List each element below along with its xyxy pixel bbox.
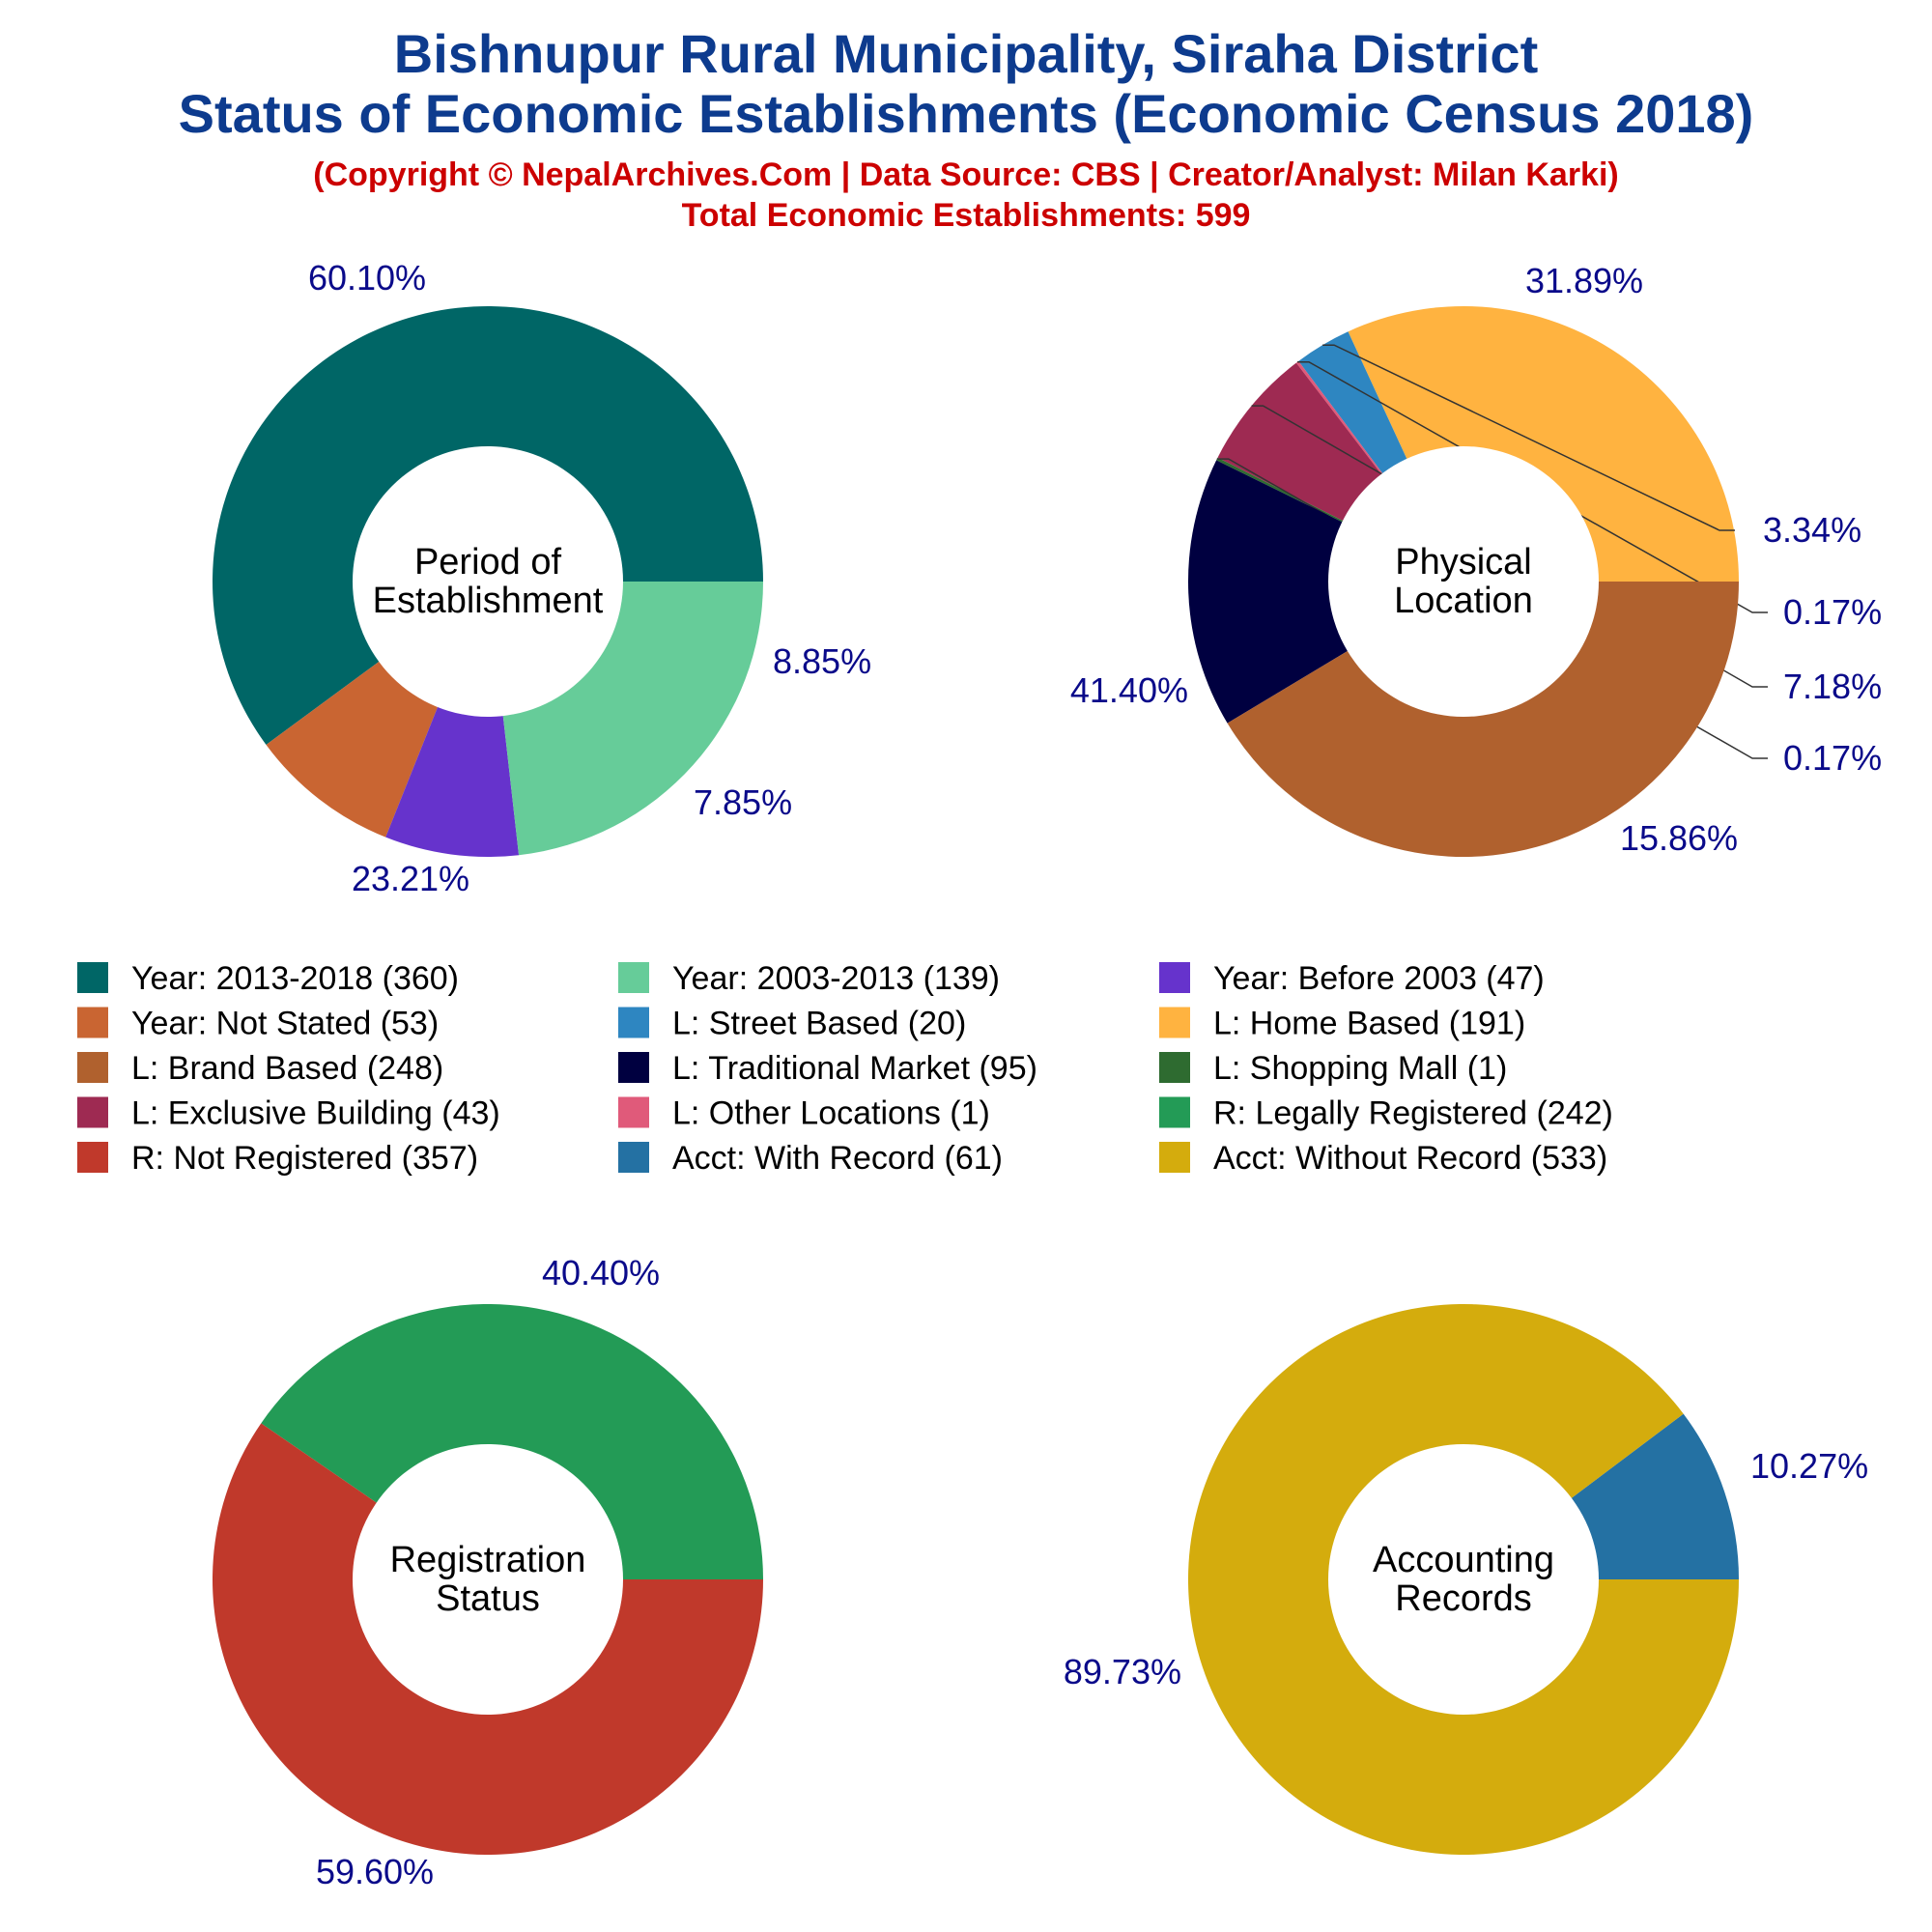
legend-label: L: Street Based (20) <box>672 1006 966 1042</box>
legend-label: L: Traditional Market (95) <box>672 1050 1037 1087</box>
legend-label: Year: Not Stated (53) <box>131 1006 439 1042</box>
percent-label: 23.21% <box>352 859 469 898</box>
legend-label: L: Other Locations (1) <box>672 1095 990 1132</box>
percent-label: 59.60% <box>316 1852 434 1891</box>
legend-item: Year: Not Stated (53) <box>77 1006 439 1042</box>
donut-chart-1: 60.10% 8.85% 7.85% 23.21% Period ofEstablish… <box>213 258 871 898</box>
percent-label: 7.85% <box>694 782 792 822</box>
center-label: Physical <box>1395 542 1532 582</box>
donut-chart-2: 31.89% 3.34% 0.17% 7.18% 0.17% 15.86% 41.40% Ph… <box>1070 261 1882 858</box>
legend-swatch <box>1159 1008 1190 1038</box>
percent-label: 10.27% <box>1750 1446 1868 1486</box>
legend-label: Acct: With Record (61) <box>672 1140 1003 1177</box>
legend-item: Acct: Without Record (533) <box>1159 1140 1607 1177</box>
legend-label: Year: 2003-2013 (139) <box>672 960 1000 997</box>
legend-swatch <box>77 1052 108 1083</box>
legend-label: L: Exclusive Building (43) <box>131 1095 500 1132</box>
legend-item: Year: 2013-2018 (360) <box>77 960 459 997</box>
chart-title-line1: Bishnupur Rural Municipality, Siraha Dis… <box>394 23 1538 84</box>
chart-canvas: Bishnupur Rural Municipality, Siraha Dis… <box>0 0 1932 1932</box>
legend-swatch <box>77 1142 108 1173</box>
percent-label: 3.34% <box>1763 510 1861 550</box>
legend: Year: 2013-2018 (360) Year: 2003-2013 (13… <box>77 960 1613 1177</box>
legend-swatch <box>618 1008 649 1038</box>
center-label: Accounting <box>1373 1540 1554 1580</box>
legend-swatch <box>1159 1052 1190 1083</box>
chart-title-line2: Status of Economic Establishments (Econo… <box>179 83 1754 144</box>
legend-item: Acct: With Record (61) <box>618 1140 1003 1177</box>
legend-swatch <box>1159 1142 1190 1173</box>
center-label: Records <box>1395 1578 1532 1619</box>
percent-label: 60.10% <box>308 258 426 298</box>
legend-item: L: Street Based (20) <box>618 1006 966 1042</box>
legend-swatch <box>618 1052 649 1083</box>
legend-item: L: Shopping Mall (1) <box>1159 1050 1507 1087</box>
legend-label: L: Brand Based (248) <box>131 1050 443 1087</box>
legend-label: R: Not Registered (357) <box>131 1140 478 1177</box>
legend-item: L: Exclusive Building (43) <box>77 1095 500 1132</box>
legend-item: R: Not Registered (357) <box>77 1140 478 1177</box>
copyright-line: (Copyright © NepalArchives.Com | Data So… <box>313 156 1618 193</box>
percent-label: 0.17% <box>1783 592 1882 632</box>
percent-label: 31.89% <box>1525 261 1643 300</box>
legend-label: L: Home Based (191) <box>1213 1006 1525 1042</box>
percent-label: 8.85% <box>773 641 871 681</box>
center-label: Registration <box>390 1540 586 1580</box>
legend-item: Year: Before 2003 (47) <box>1159 960 1545 997</box>
total-establishments: Total Economic Establishments: 599 <box>682 197 1251 234</box>
center-label: Location <box>1394 581 1533 621</box>
legend-label: Year: 2013-2018 (360) <box>131 960 459 997</box>
center-label: Status <box>436 1578 540 1619</box>
legend-item: R: Legally Registered (242) <box>1159 1095 1613 1132</box>
legend-swatch <box>1159 962 1190 993</box>
center-label: Establishment <box>373 581 604 621</box>
legend-swatch <box>77 962 108 993</box>
legend-item: L: Other Locations (1) <box>618 1095 990 1132</box>
legend-swatch <box>1159 1097 1190 1128</box>
percent-label: 40.40% <box>542 1253 660 1293</box>
legend-item: L: Traditional Market (95) <box>618 1050 1037 1087</box>
percent-label: 89.73% <box>1064 1652 1181 1691</box>
legend-swatch <box>77 1008 108 1038</box>
legend-swatch <box>77 1097 108 1128</box>
center-label: Period of <box>414 542 562 582</box>
legend-label: L: Shopping Mall (1) <box>1213 1050 1507 1087</box>
legend-swatch <box>618 1142 649 1173</box>
legend-label: Acct: Without Record (533) <box>1213 1140 1607 1177</box>
percent-label: 41.40% <box>1070 670 1188 710</box>
donut-charts: 60.10% 8.85% 7.85% 23.21% Period ofEstablish… <box>213 258 1882 1891</box>
percent-label: 15.86% <box>1620 818 1738 858</box>
legend-item: L: Home Based (191) <box>1159 1006 1525 1042</box>
legend-swatch <box>618 962 649 993</box>
legend-item: L: Brand Based (248) <box>77 1050 443 1087</box>
legend-item: Year: 2003-2013 (139) <box>618 960 1000 997</box>
legend-label: Year: Before 2003 (47) <box>1213 960 1545 997</box>
legend-swatch <box>618 1097 649 1128</box>
percent-label: 0.17% <box>1783 738 1882 778</box>
legend-label: R: Legally Registered (242) <box>1213 1095 1613 1132</box>
percent-label: 7.18% <box>1783 667 1882 706</box>
